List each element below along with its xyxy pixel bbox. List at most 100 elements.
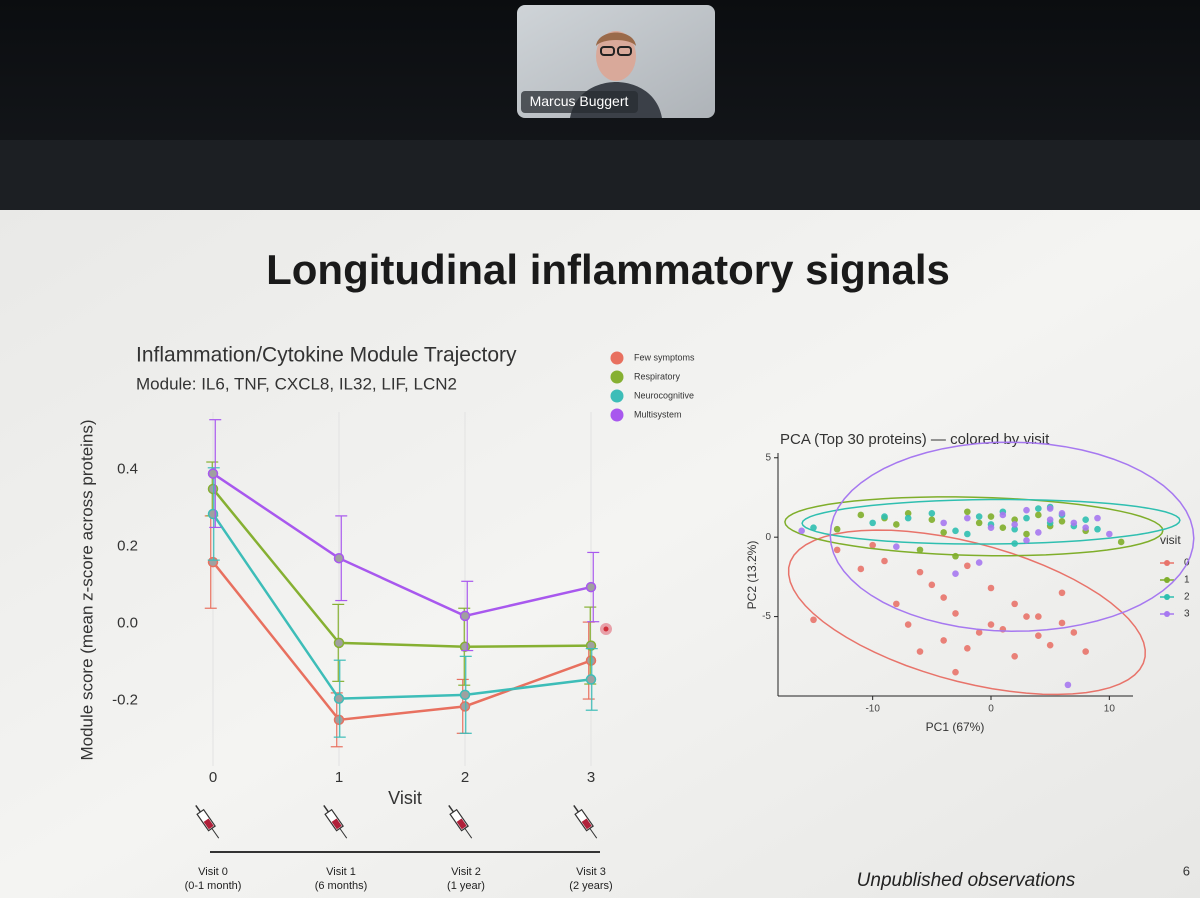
- data-point: [952, 610, 959, 617]
- data-point: [1023, 613, 1030, 620]
- legend-swatch: [1164, 611, 1170, 617]
- data-point: [1011, 521, 1018, 528]
- data-point: [333, 637, 345, 649]
- data-point: [459, 610, 471, 622]
- legend-swatch: [1164, 594, 1170, 600]
- syringe-icon: [573, 804, 598, 839]
- data-point: [207, 508, 219, 520]
- data-point: [1082, 648, 1089, 655]
- data-point: [964, 645, 971, 652]
- data-point: [975, 519, 983, 527]
- legend-label: 1: [1184, 575, 1190, 586]
- x-tick-label: 0: [988, 704, 994, 715]
- legend-swatch: [610, 389, 624, 403]
- data-point: [1023, 514, 1030, 522]
- series-line: [212, 472, 592, 618]
- data-point: [987, 513, 995, 520]
- call-band: [0, 140, 1200, 210]
- data-point: [1064, 681, 1072, 689]
- data-point: [964, 508, 971, 516]
- y-tick-label: 0.4: [117, 461, 138, 478]
- slide-title: Longitudinal inflammatory signals: [266, 246, 950, 293]
- legend-swatch: [610, 408, 624, 422]
- y-tick-label: -0.2: [112, 692, 138, 709]
- series-line: [212, 561, 592, 722]
- data-point: [857, 511, 865, 519]
- chart-title: PCA (Top 30 proteins) — colored by visit: [780, 431, 1050, 448]
- participant-name: Marcus Buggert: [530, 93, 629, 109]
- y-axis-label: Module score (mean z-score across protei…: [77, 419, 96, 760]
- data-point: [1082, 524, 1089, 531]
- data-point: [1046, 641, 1054, 649]
- glasses: [600, 46, 615, 56]
- legend-swatch: [1164, 560, 1170, 566]
- x-axis-label: PC1 (67%): [926, 720, 985, 734]
- data-point: [1011, 516, 1018, 524]
- x-tick-label: -10: [865, 704, 880, 715]
- y-tick-label: 0: [765, 532, 771, 543]
- data-point: [833, 546, 841, 554]
- data-point: [940, 594, 947, 601]
- y-axis-label: PC2 (13.2%): [745, 541, 759, 610]
- x-tick-label: 10: [1104, 704, 1116, 715]
- data-point: [810, 616, 817, 624]
- data-point: [1023, 537, 1030, 544]
- timeline: Visit 0 (0-1 month) Visit 1 (6 months) Visit…: [185, 804, 613, 892]
- data-point: [999, 524, 1007, 531]
- data-point: [1035, 505, 1042, 512]
- legend-label: 2: [1184, 592, 1190, 603]
- legend-title: visit: [1160, 533, 1181, 547]
- syringe-fill: [456, 818, 467, 830]
- slide: [0, 210, 1200, 898]
- data-point: [928, 510, 936, 517]
- data-point: [952, 570, 959, 578]
- legend-label: 3: [1184, 609, 1190, 620]
- person-hair: [596, 32, 636, 46]
- syringe-needle: [589, 828, 598, 839]
- data-point: [1070, 629, 1078, 636]
- legend-swatch: [1164, 577, 1170, 583]
- legend-swatch: [610, 370, 624, 384]
- x-tick-label: 0: [209, 769, 217, 786]
- data-point: [1082, 516, 1089, 524]
- laser-pointer-dot: [603, 626, 609, 632]
- data-point: [207, 468, 219, 479]
- y-tick-label: -5: [762, 611, 771, 622]
- data-point: [893, 543, 900, 551]
- data-point: [459, 641, 471, 652]
- data-point: [1023, 530, 1030, 538]
- data-point: [964, 514, 971, 522]
- data-point: [1058, 589, 1066, 597]
- data-point: [1117, 538, 1125, 546]
- video-tile[interactable]: Marcus Buggert: [517, 5, 715, 118]
- data-point: [987, 584, 995, 592]
- x-tick-label: 2: [461, 769, 469, 786]
- data-point: [1046, 516, 1054, 524]
- data-point: [940, 519, 947, 527]
- data-point: [585, 581, 597, 593]
- syringe-needle: [464, 828, 473, 839]
- timeline-sublabel: (1 year): [447, 880, 485, 892]
- data-point: [1035, 613, 1042, 620]
- series-line: [212, 488, 592, 648]
- syringe-icon: [448, 804, 473, 839]
- series-line: [211, 513, 592, 700]
- name-badge: [521, 91, 638, 113]
- timeline-label: Visit 0: [198, 866, 228, 878]
- x-axis-label: Visit: [388, 788, 422, 808]
- data-point: [916, 568, 924, 576]
- data-point: [810, 524, 817, 531]
- data-point: [928, 581, 936, 589]
- legend-label: Few symptoms: [634, 352, 695, 362]
- legend-label: Neurocognitive: [634, 390, 694, 400]
- timeline-label: Visit 2: [451, 866, 481, 878]
- data-point: [916, 546, 924, 554]
- data-point: [975, 559, 983, 566]
- data-point: [975, 513, 983, 520]
- data-point: [893, 600, 900, 608]
- data-point: [1058, 517, 1066, 525]
- syringe-fill: [581, 818, 592, 830]
- legend-label: Multisystem: [634, 409, 682, 419]
- scatter-chart: PCA (Top 30 proteins) — colored by visit…: [745, 431, 1195, 734]
